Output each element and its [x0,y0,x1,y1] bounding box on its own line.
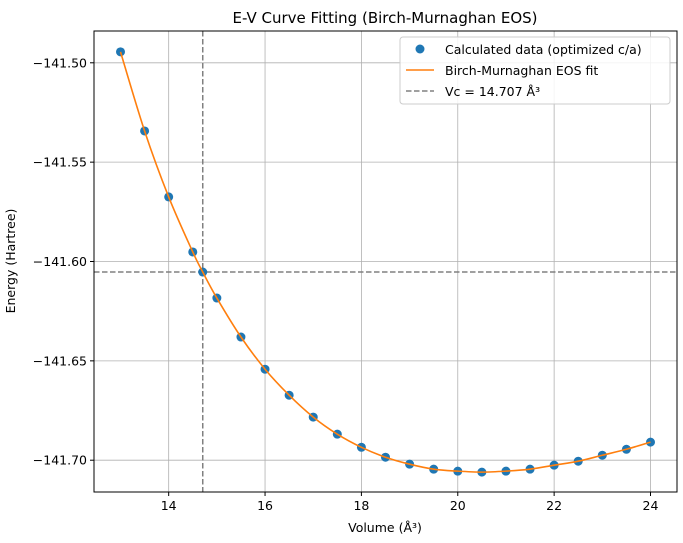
y-tick-label: −141.70 [33,453,87,468]
grid [94,31,677,492]
y-tick-label: −141.50 [33,55,87,70]
axes-frame [93,30,678,493]
y-tick-label: −141.60 [33,254,87,269]
y-tick-label: −141.55 [33,155,87,170]
x-axis-label: Volume (Å³) [348,520,422,535]
legend: Calculated data (optimized c/a) Birch-Mu… [399,36,671,105]
ticks: 14 16 18 20 22 24 −141.50 −141.55 −141.60 −141.65… [33,55,659,513]
chart-title: E-V Curve Fitting (Birch-Murnaghan EOS) [232,9,537,27]
legend-box [399,36,671,105]
y-tick-label: −141.65 [33,353,87,368]
legend-marker-data [415,44,425,54]
fit-curve [119,51,651,473]
x-tick-label: 24 [643,498,659,513]
legend-label-data: Calculated data (optimized c/a) [445,42,642,57]
y-axis-label: Energy (Hartree) [3,209,18,314]
x-tick-label: 14 [161,498,177,513]
x-tick-label: 16 [257,498,273,513]
x-tick-label: 20 [450,498,466,513]
legend-label-vc: Vc = 14.707 Å³ [445,84,540,99]
legend-label-fit: Birch-Murnaghan EOS fit [445,63,598,78]
x-tick-label: 18 [353,498,369,513]
plot-area [94,31,677,492]
x-tick-label: 22 [546,498,562,513]
